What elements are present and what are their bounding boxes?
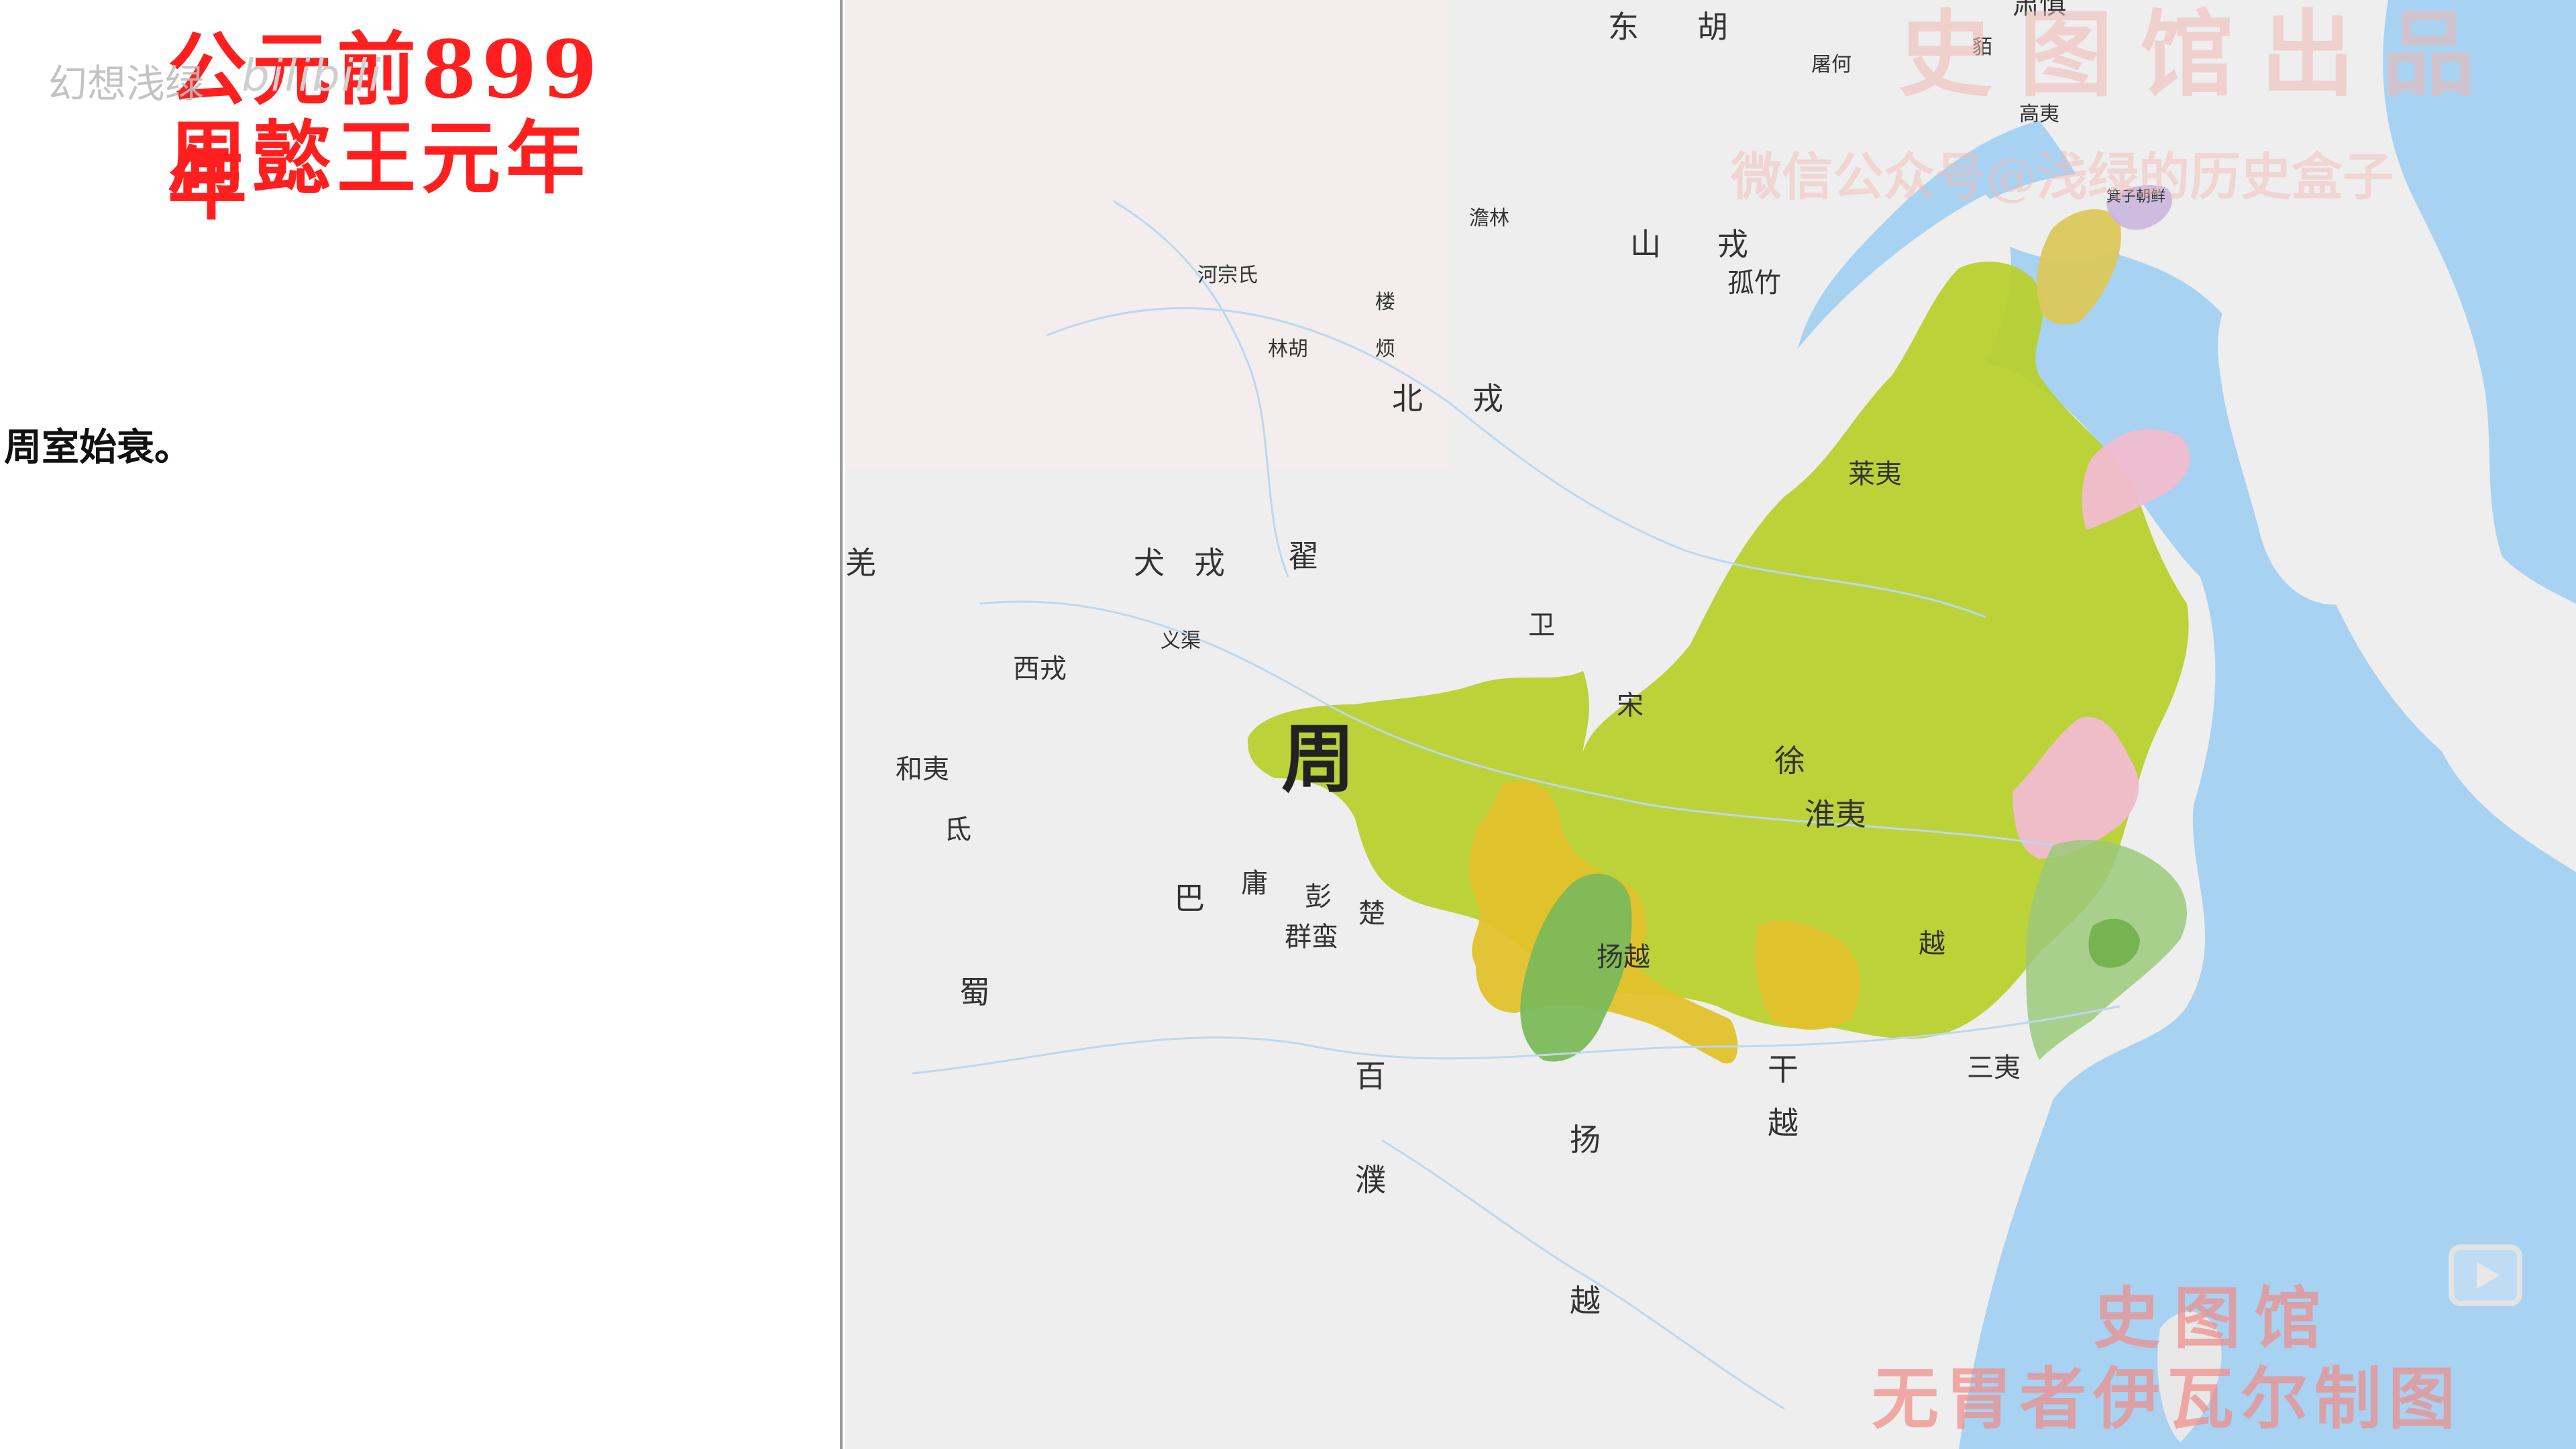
jizi-territory	[2106, 185, 2173, 230]
label-chu: 楚	[1358, 898, 1385, 929]
label-qunman: 群蛮	[1285, 922, 1338, 953]
bilibili-logo: bilibili	[241, 50, 382, 101]
channel-watermark: 幻想浅绿	[48, 61, 205, 107]
label-xirong: 西戎	[1013, 653, 1067, 684]
label-gan: 干	[1768, 1051, 1799, 1087]
watermark-bottom-1: 史图馆	[2093, 1279, 2334, 1358]
label-laiyi: 莱夷	[1848, 459, 1902, 490]
sea-east	[2383, 0, 2576, 604]
label-heyi: 和夷	[896, 754, 949, 785]
yangyue-territory	[1755, 920, 1861, 1030]
label-tuhe: 屠何	[1811, 53, 1851, 76]
korea-peninsula	[2218, 276, 2406, 605]
label-yiqu: 义渠	[1161, 629, 1201, 653]
caption-text: 周室始衰。	[4, 425, 192, 470]
info-panel: 公元前899年 周懿王元年 幻想浅绿 bilibili 周室始衰。	[0, 0, 843, 1449]
island	[2157, 1311, 2222, 1442]
label-rong-quan: 戎	[1194, 545, 1225, 581]
label-shan: 山	[1630, 226, 1661, 262]
label-hezong: 河宗氏	[1197, 264, 1258, 287]
label-yong: 庸	[1241, 868, 1268, 899]
label-xu: 徐	[1774, 743, 1805, 779]
laiyi-territory	[2082, 429, 2190, 530]
label-wei: 卫	[1528, 610, 1555, 641]
label-yue-gan: 越	[1768, 1105, 1799, 1141]
label-huaiyi: 淮夷	[1805, 796, 1866, 833]
reign-title: 周懿王元年	[168, 111, 591, 205]
label-tanlin: 澹林	[1469, 207, 1509, 230]
shu-territory	[1520, 873, 1632, 1062]
label-ba: 巴	[1174, 880, 1205, 916]
label-jizi: 箕子朝鲜	[2106, 189, 2165, 205]
watermark-top-1: 史图馆出品	[1898, 0, 2502, 110]
label-guzhu: 孤竹	[1727, 268, 1781, 299]
historical-map: 东 胡 屠何 肃慎 貊 高夷 箕子朝鲜 山 戎 孤竹 澹林 河宗氏 楼 烦 林胡…	[845, 0, 2576, 1449]
label-yue-south: 越	[1570, 1283, 1601, 1319]
label-qiang: 羌	[845, 545, 876, 581]
label-rong-shan: 戎	[1717, 226, 1748, 262]
yue-core	[2088, 918, 2140, 968]
sea	[1798, 121, 2576, 1449]
label-quan: 犬	[1134, 545, 1165, 581]
rivers	[912, 200, 2121, 1410]
label-fan: 烦	[1375, 337, 1395, 361]
label-linhu: 林胡	[1268, 337, 1308, 361]
land-tint	[845, 0, 1449, 470]
label-pu: 濮	[1355, 1162, 1386, 1198]
label-di: 翟	[1288, 538, 1319, 574]
label-gaoyi: 高夷	[2019, 103, 2059, 126]
label-song: 宋	[1617, 690, 1644, 721]
label-hu: 胡	[1697, 9, 1728, 45]
watermark-top-2: 微信公众号@浅绿的历史盒子	[1730, 147, 2394, 207]
label-yangyue: 扬越	[1597, 942, 1650, 973]
play-icon[interactable]	[2449, 1244, 2522, 1306]
label-sushen: 肃慎	[2012, 0, 2066, 20]
label-zhou: 周	[1281, 716, 1355, 802]
label-di2: 氐	[945, 814, 971, 845]
watermark-bottom-2: 无胃者伊瓦尔制图	[1872, 1359, 2462, 1438]
label-dong: 东	[1608, 9, 1639, 45]
label-sanyi: 三夷	[1967, 1053, 2021, 1083]
label-shu: 蜀	[959, 974, 990, 1010]
year-title: 公元前899年	[168, 23, 603, 231]
label-yang: 扬	[1570, 1122, 1601, 1158]
label-rong-bei: 戎	[1472, 380, 1503, 417]
label-lou: 楼	[1375, 290, 1395, 314]
huaiyi-territory	[2012, 716, 2139, 859]
guzhu-territory	[2037, 209, 2121, 325]
label-yue: 越	[1919, 928, 1945, 959]
label-bei: 北	[1392, 380, 1423, 417]
label-hui: 貊	[1972, 36, 1992, 59]
label-peng: 彭	[1305, 881, 1332, 912]
label-bai: 百	[1355, 1058, 1386, 1094]
